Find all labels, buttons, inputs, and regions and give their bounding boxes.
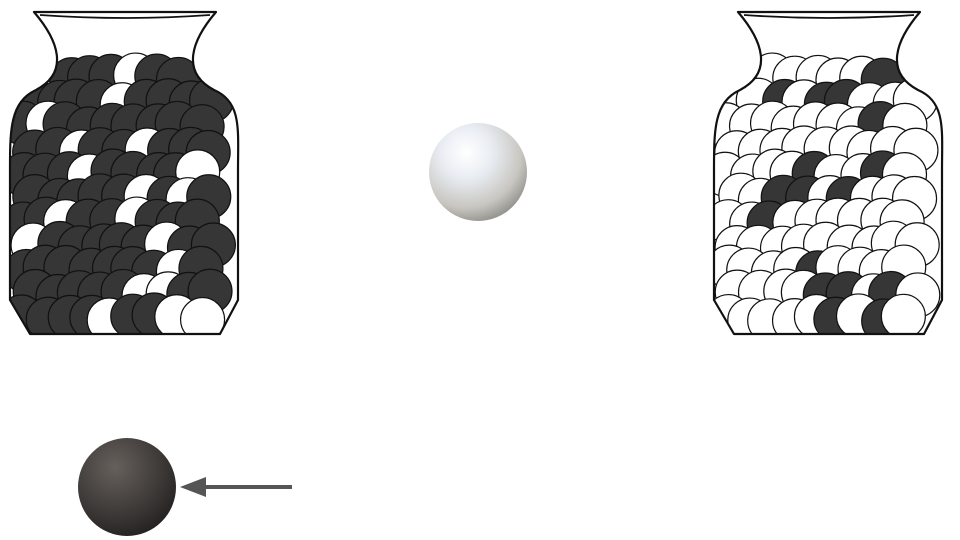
left-vase-outline xyxy=(8,10,240,336)
light-marble-3d-icon xyxy=(429,123,527,221)
mostly-light-marbles-vase xyxy=(712,10,944,336)
left-vase-marbles xyxy=(10,52,236,334)
left-vase-marble-group xyxy=(10,52,236,334)
light-marble xyxy=(179,296,226,334)
right-vase-outline xyxy=(712,10,944,336)
left-arrow-icon xyxy=(180,477,292,497)
dark-marble-3d-icon xyxy=(78,438,176,536)
right-vase-marble-group xyxy=(714,52,941,334)
left-vase-rim xyxy=(39,14,211,19)
right-vase-marbles xyxy=(714,52,941,334)
mostly-dark-marbles-vase xyxy=(8,10,240,336)
light-marble xyxy=(880,293,926,334)
right-vase-rim xyxy=(743,14,915,19)
